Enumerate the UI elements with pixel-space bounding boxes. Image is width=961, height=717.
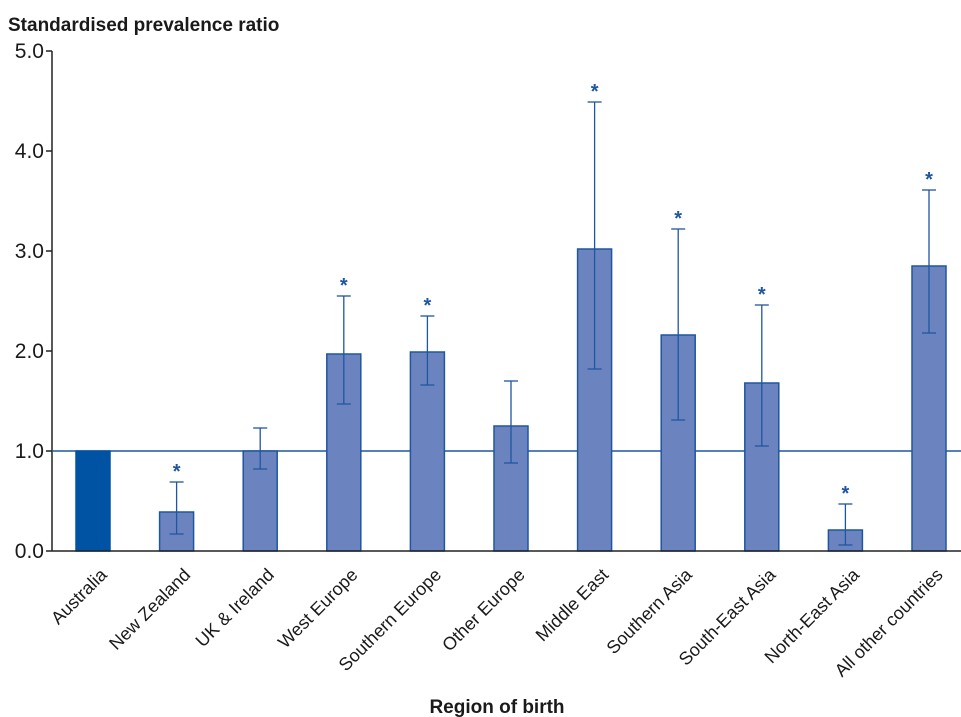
- y-tick-label: 0.0: [15, 540, 44, 563]
- x-tick-label: Middle East: [532, 565, 613, 646]
- x-tick-label: New Zealand: [105, 565, 194, 654]
- error-bar: [838, 503, 853, 546]
- y-axis-label: Standardised prevalence ratio: [8, 15, 279, 36]
- x-tick-label: UK & Ireland: [192, 565, 278, 651]
- significance-star: *: [173, 461, 181, 483]
- significance-star: *: [591, 81, 599, 103]
- y-tick-label: 5.0: [15, 40, 44, 63]
- significance-star: *: [925, 169, 933, 191]
- x-tick-label: Other Europe: [438, 565, 529, 656]
- error-bar: [671, 228, 686, 421]
- significance-star: *: [424, 295, 432, 317]
- significance-star: *: [842, 483, 850, 505]
- error-bar: [169, 481, 184, 535]
- bar: [75, 450, 111, 552]
- error-bar: [922, 189, 936, 334]
- error-bar: [336, 295, 351, 405]
- error-bars: [169, 101, 936, 546]
- y-tick-label: 3.0: [15, 240, 44, 263]
- significance-star: *: [340, 275, 348, 297]
- significance-star: *: [674, 208, 682, 230]
- x-tick-label: Australia: [47, 564, 111, 628]
- y-tick-label: 1.0: [15, 440, 44, 463]
- error-bar: [504, 380, 518, 464]
- significance-markers: * * * * * * * *: [173, 81, 933, 505]
- error-bar: [253, 427, 268, 470]
- error-bar: [754, 304, 769, 447]
- error-bar: [587, 101, 602, 370]
- y-tick-label: 2.0: [15, 340, 44, 363]
- x-tick-label: Southern Asia: [603, 564, 697, 658]
- error-bar: [420, 315, 435, 386]
- y-tick-label: 4.0: [15, 140, 44, 163]
- bars: [75, 248, 947, 552]
- significance-star: *: [758, 284, 766, 306]
- y-axis: 0.0 1.0 2.0 3.0 4.0 5.0: [15, 40, 53, 563]
- x-axis-label: Region of birth: [429, 697, 564, 717]
- x-tick-label: West Europe: [274, 565, 361, 652]
